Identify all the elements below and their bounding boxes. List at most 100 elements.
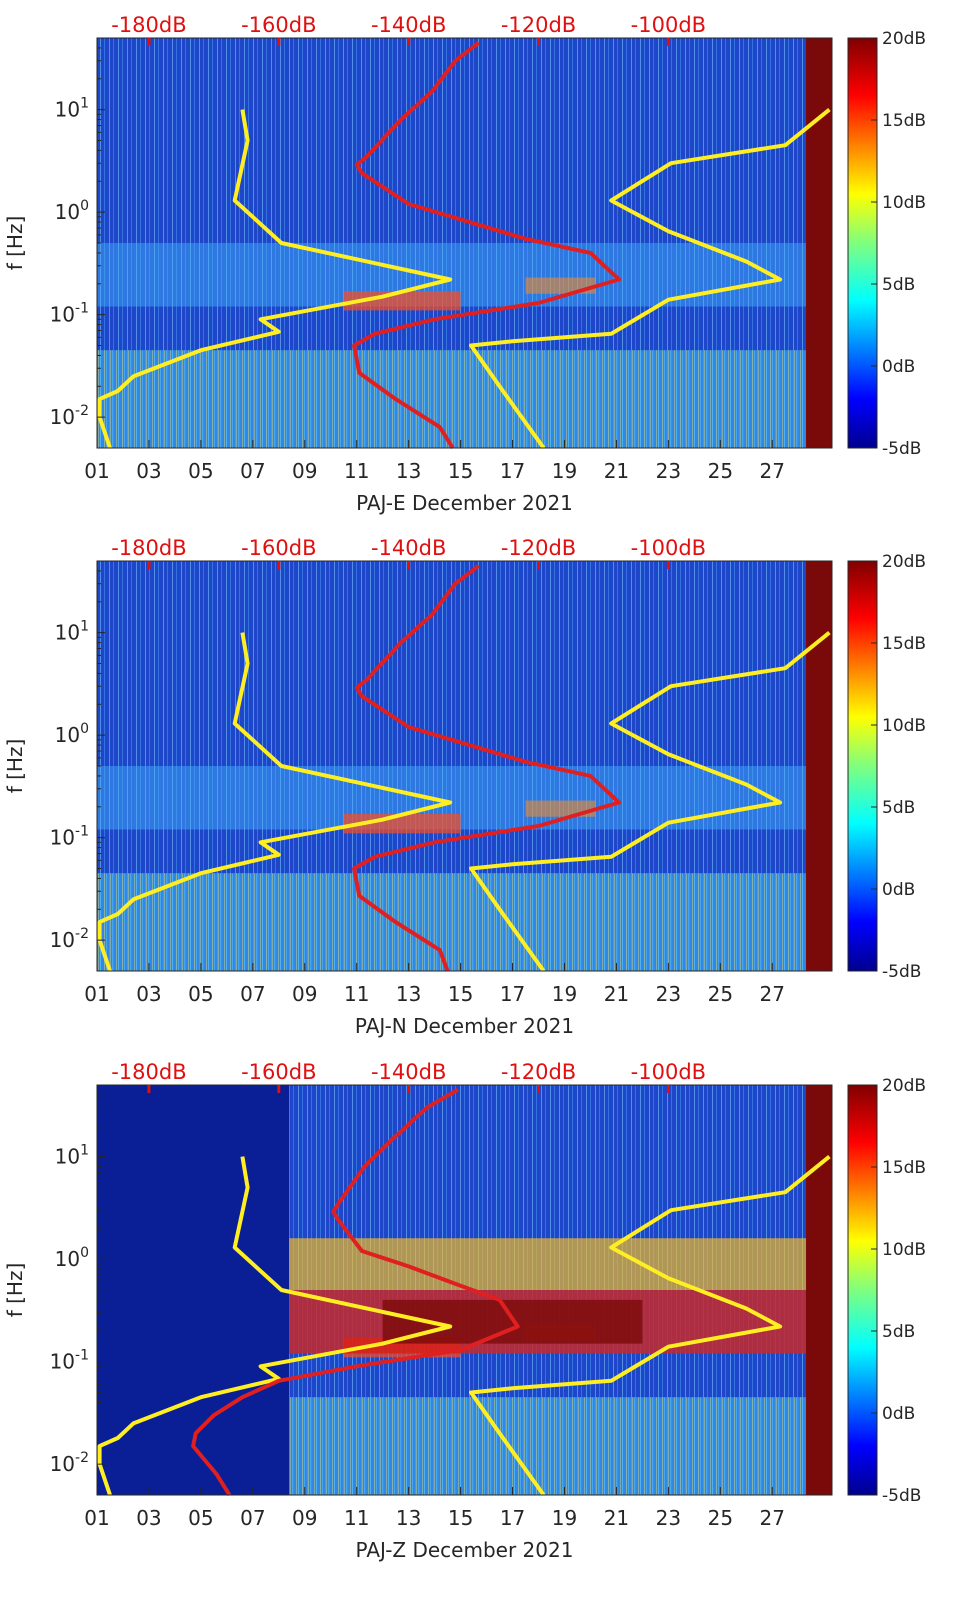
x-tick-label: 21 [604, 459, 629, 483]
x-tick-label: 07 [240, 1506, 265, 1530]
spectrogram-area [97, 1085, 833, 1495]
top-axis-label: -160dB [241, 1060, 316, 1084]
y-tick-label: 100 [55, 721, 89, 747]
microseism-band [97, 243, 832, 307]
spectrogram-area [97, 38, 832, 448]
colorbar-tick-label: 0dB [882, 880, 915, 900]
edge-column [806, 1085, 832, 1495]
y-tick-label: 101 [55, 1143, 89, 1169]
x-axis-label: PAJ-N December 2021 [355, 1014, 574, 1038]
x-tick-label: 13 [396, 459, 421, 483]
x-tick-label: 03 [136, 982, 161, 1006]
x-tick-label: 13 [396, 982, 421, 1006]
x-tick-label: 19 [552, 1506, 577, 1530]
top-axis-label: -120dB [501, 1060, 576, 1084]
colorbar-tick-label: 5dB [882, 1322, 915, 1342]
x-tick-label: 11 [344, 1506, 369, 1530]
top-axis-label: -140dB [371, 1060, 446, 1084]
x-tick-label: 23 [656, 1506, 681, 1530]
y-tick-label: 100 [55, 1245, 89, 1271]
colorbar-tick-label: 5dB [882, 798, 915, 818]
data-gap [97, 1085, 290, 1495]
x-tick-label: 23 [656, 982, 681, 1006]
x-tick-label: 03 [136, 1506, 161, 1530]
series-line-2 [469, 1155, 831, 1497]
series-line-2 [469, 108, 831, 450]
edge-column [806, 561, 832, 971]
x-tick-label: 01 [84, 1506, 109, 1530]
x-tick-label: 25 [708, 1506, 733, 1530]
colorbar: 20dB 15dB 10dB 5dB 0dB -5dB [847, 1076, 926, 1506]
top-axis-label: -160dB [241, 536, 316, 560]
x-tick-label: 09 [292, 982, 317, 1006]
colorbar-tick-label: 20dB [882, 552, 926, 572]
y-tick-label: 10-2 [50, 1450, 89, 1476]
x-tick-label: 15 [448, 1506, 473, 1530]
y-axis-label: f [Hz] [3, 216, 27, 271]
colorbar-scale [847, 1084, 878, 1496]
x-tick-label: 09 [292, 1506, 317, 1530]
series-line-3 [352, 41, 621, 450]
top-axis-label: -140dB [371, 536, 446, 560]
colorbar-tick-label: -5dB [882, 962, 921, 982]
y-tick-label: 101 [55, 96, 89, 122]
x-tick-label: 23 [656, 459, 681, 483]
x-tick-label: 21 [604, 1506, 629, 1530]
x-tick-label: 21 [604, 982, 629, 1006]
series-line-1 [97, 109, 453, 449]
series-line-2 [469, 631, 831, 973]
top-axis-label: -120dB [501, 13, 576, 37]
colorbar-tick-label: 10dB [882, 716, 926, 736]
top-axis-label: -160dB [241, 13, 316, 37]
x-tick-label: 25 [708, 982, 733, 1006]
colorbar-tick-label: -5dB [882, 1486, 921, 1506]
colorbar: 20dB 15dB 10dB 5dB 0dB -5dB [847, 29, 926, 459]
colorbar-tick-label: 10dB [882, 193, 926, 213]
y-axis-label: f [Hz] [3, 739, 27, 794]
colorbar-tick-label: 15dB [882, 111, 926, 131]
series-line-3 [352, 564, 621, 972]
colorbar-tick-label: 20dB [882, 29, 926, 49]
y-tick-label: 10-2 [50, 926, 89, 952]
top-axis-label: -180dB [111, 1060, 186, 1084]
x-tick-label: 27 [760, 982, 785, 1006]
y-tick-label: 100 [55, 198, 89, 224]
y-tick-label: 10-2 [50, 403, 89, 429]
series-line-1 [97, 632, 453, 972]
colorbar: 20dB 15dB 10dB 5dB 0dB -5dB [847, 552, 926, 982]
x-tick-label: 05 [188, 982, 213, 1006]
x-tick-label: 11 [344, 982, 369, 1006]
x-tick-label: 17 [500, 459, 525, 483]
x-tick-label: 27 [760, 459, 785, 483]
top-axis-label: -100dB [631, 536, 706, 560]
y-tick-label: 101 [55, 619, 89, 645]
colorbar-tick-label: 10dB [882, 1240, 926, 1260]
x-tick-label: 09 [292, 459, 317, 483]
panel-1: 01 03 05 07 09 11 13 15 17 19 21 23 25 27 -180dB -160dB… [3, 13, 926, 515]
x-tick-label: 05 [188, 1506, 213, 1530]
colorbar-scale [847, 37, 878, 449]
top-axis-label: -140dB [371, 13, 446, 37]
x-tick-label: 05 [188, 459, 213, 483]
colorbar-tick-label: 0dB [882, 357, 915, 377]
x-tick-label: 07 [240, 459, 265, 483]
y-axis-label: f [Hz] [3, 1263, 27, 1318]
x-axis-label: PAJ-E December 2021 [356, 491, 573, 515]
colorbar-tick-label: 5dB [882, 275, 915, 295]
colorbar-tick-label: -5dB [882, 439, 921, 459]
x-tick-label: 07 [240, 982, 265, 1006]
storm-energy [343, 814, 461, 834]
x-tick-label: 11 [344, 459, 369, 483]
top-axis-label: -180dB [111, 13, 186, 37]
panel-3: 01 03 05 07 09 11 13 15 17 19 21 23 25 27 -180dB -160dB… [3, 1060, 926, 1562]
x-tick-label: 03 [136, 459, 161, 483]
x-tick-label: 13 [396, 1506, 421, 1530]
colorbar-tick-label: 15dB [882, 634, 926, 654]
x-tick-label: 17 [500, 1506, 525, 1530]
x-tick-label: 15 [448, 982, 473, 1006]
y-tick-label: 10-1 [50, 824, 89, 850]
x-tick-label: 19 [552, 982, 577, 1006]
top-axis-label: -120dB [501, 536, 576, 560]
x-tick-label: 25 [708, 459, 733, 483]
